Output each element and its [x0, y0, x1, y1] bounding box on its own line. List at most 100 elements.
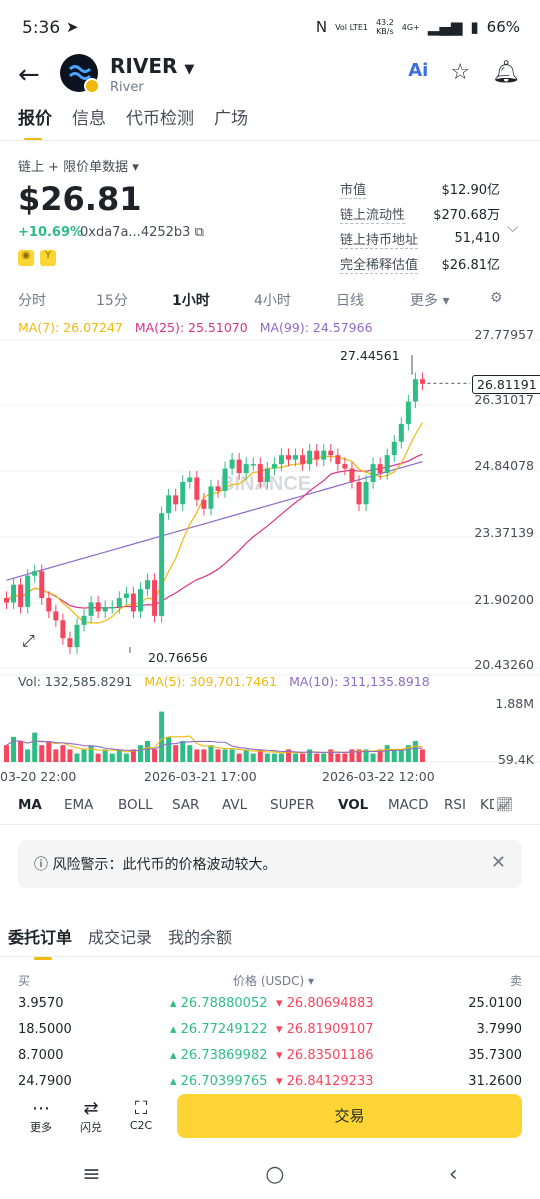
flash-swap-button[interactable]: ⇄ 闪兑 [71, 1098, 111, 1135]
orderbook-tabs: 委托订单 成交记录 我的余额 [8, 924, 233, 960]
orderbook-row[interactable]: 24.7900 ▴ 26.70399765 ▾ 26.84129233 31.2600 [18, 1074, 522, 1098]
ai-icon[interactable]: Ai [408, 60, 429, 81]
candle-body [286, 455, 291, 460]
indicator-tab[interactable]: MA [18, 797, 42, 813]
interval-tab[interactable]: 4小时 [254, 293, 291, 309]
candle-body [419, 379, 425, 384]
chevron-down-icon[interactable]: ⌵ [507, 220, 518, 236]
orderbook-row[interactable]: 3.9570 ▴ 26.78880052 ▾ 26.80694883 25.0100 [18, 996, 522, 1020]
candle-body [300, 455, 306, 465]
volume-bar [243, 749, 249, 762]
candle-body [67, 638, 73, 648]
candle-body [356, 481, 362, 505]
interval-more[interactable]: 更多 ▾ [410, 293, 450, 309]
volume-bar [145, 741, 150, 762]
c2c-button[interactable]: ⛶ C2C [121, 1098, 161, 1132]
indicator-tab[interactable]: BOLL [118, 797, 153, 813]
token-stats: 市值 $12.90亿 链上流动性 $270.68万 链上持币地址 51,410 完全稀… [340, 176, 500, 276]
status-icons: N Vol LTE1 43.2 KB/s 4G+ ▂▄▆ ▮ 66% [316, 18, 520, 36]
volume-bar [391, 749, 397, 762]
interval-tab[interactable]: 日线 [336, 293, 364, 309]
candle-body [293, 455, 299, 460]
indicator-tab[interactable]: VOL [338, 797, 369, 813]
indicator-tab[interactable]: EMA [64, 797, 94, 813]
candle-body [257, 464, 263, 482]
bell-icon[interactable]: 🔔︎ [492, 60, 520, 85]
volume-bar [342, 753, 348, 762]
candle-body [405, 401, 411, 424]
indicator-tab[interactable]: AVL [222, 797, 248, 813]
volume-bar [419, 749, 425, 762]
candle-body [130, 593, 136, 612]
indicator-tab[interactable]: RSI [444, 797, 466, 813]
candle-body [102, 606, 108, 612]
volume-bar [363, 749, 369, 762]
close-icon[interactable]: ✕ [490, 852, 506, 873]
tab-quote[interactable]: 报价 [18, 104, 52, 141]
candle-body [18, 584, 24, 607]
candle-body [314, 450, 320, 460]
interval-tab[interactable]: 分时 [18, 293, 46, 309]
volume-bar [95, 753, 101, 762]
tab-square[interactable]: 广场 [214, 109, 248, 129]
tab-trades[interactable]: 成交记录 [88, 928, 153, 947]
orderbook-row[interactable]: 18.5000 ▴ 26.77249122 ▾ 26.81909107 3.7990 [18, 1022, 522, 1046]
volume-bar [152, 749, 158, 762]
indicator-tab[interactable]: KD [480, 797, 494, 813]
data-source-select[interactable]: 链上 + 限价单数据 ▾ [18, 160, 139, 175]
bid-price: ▴ 26.78880052 [170, 996, 268, 1011]
buy-header: 买 [18, 974, 31, 988]
candle-body [236, 459, 242, 474]
menu-icon[interactable]: ≡ [82, 1162, 101, 1187]
interval-tab-active[interactable]: 1小时 [172, 293, 210, 309]
contract-address[interactable]: 0xda7a...4252b3 ⧉ [80, 225, 204, 240]
back-icon[interactable]: ‹ [448, 1162, 458, 1187]
trade-button[interactable]: 交易 [177, 1094, 522, 1138]
high-label: 27.44561 [340, 348, 400, 363]
volte-indicator: Vol LTE1 [335, 22, 368, 32]
more-button[interactable]: ⋯ 更多 [21, 1098, 61, 1135]
candle-body [74, 624, 80, 648]
sell-header: 卖 [509, 974, 522, 988]
warning-icon: ⓘ [34, 857, 48, 873]
candle-body [384, 455, 390, 474]
volume-ma-lines [6, 735, 423, 754]
interval-tab[interactable]: 15分 [96, 293, 128, 309]
star-icon[interactable]: ☆ [450, 60, 471, 85]
volume-bar [349, 749, 355, 762]
tab-info[interactable]: 信息 [72, 109, 106, 129]
candle-body [60, 620, 66, 639]
indicator-settings-icon[interactable]: 📈︎ [496, 797, 514, 813]
y-tick: 24.84078 [474, 458, 534, 473]
back-arrow-icon[interactable]: ← [18, 60, 40, 90]
candle-body [95, 602, 101, 612]
indicator-tab[interactable]: SUPER [270, 797, 315, 813]
volume-bar [173, 745, 179, 762]
volume-bar [39, 745, 45, 762]
telegram-icon: ➤ [66, 18, 79, 36]
volume-legend: Vol: 132,585.8291 MA(5): 309,701.7461 MA… [18, 674, 430, 689]
volume-bar [356, 749, 362, 762]
expand-icon[interactable]: ⤢ [22, 631, 35, 650]
tab-orders[interactable]: 委托订单 [8, 924, 72, 960]
y-tick: 23.37139 [474, 525, 534, 540]
candle-body [377, 464, 383, 474]
tab-token-check[interactable]: 代币检测 [126, 109, 194, 129]
chart-settings-icon[interactable]: ⚙ [490, 290, 503, 306]
volume-bar [286, 749, 291, 762]
orderbook-row[interactable]: 8.7000 ▴ 26.73869982 ▾ 26.83501186 35.7300 [18, 1048, 522, 1072]
ask-price: ▾ 26.80694883 [276, 996, 374, 1011]
volume-bar [32, 732, 38, 762]
price-unit-select[interactable]: 价格 (USDC) ▾ [233, 974, 315, 988]
dropdown-icon: ▼ [184, 62, 195, 77]
indicator-tab[interactable]: MACD [388, 797, 429, 813]
candle-body [39, 571, 45, 599]
signal-icon: ▂▄▆ [427, 18, 463, 36]
home-icon[interactable]: ○ [265, 1162, 285, 1187]
tab-balance[interactable]: 我的余额 [168, 928, 233, 947]
token-symbol[interactable]: RIVER ▼ [110, 54, 195, 78]
candlestick-chart[interactable]: BINANCE [0, 330, 540, 790]
candle-body [123, 593, 129, 599]
bid-price: ▴ 26.73869982 [170, 1048, 268, 1063]
indicator-tab[interactable]: SAR [172, 797, 200, 813]
